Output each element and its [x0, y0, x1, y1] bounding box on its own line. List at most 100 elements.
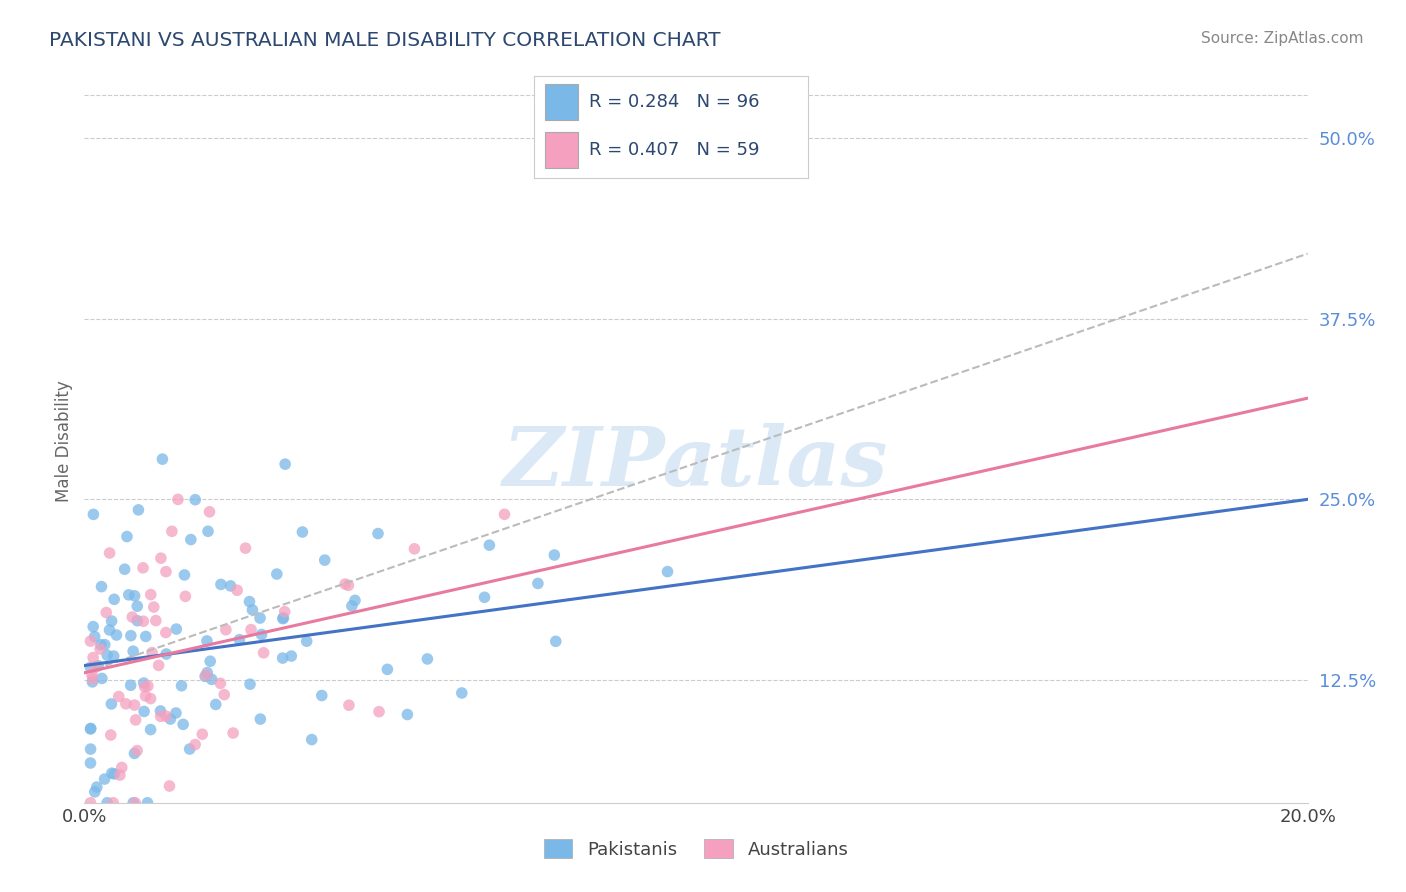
Point: [98, 546, 121, 560]
Point: [155, 709, 177, 723]
Point: [314, 553, 336, 567]
Point: [107, 690, 129, 704]
Point: [83, 785, 105, 799]
Point: [136, 679, 159, 693]
Point: [167, 492, 190, 507]
Point: [340, 599, 363, 613]
Point: [105, 628, 128, 642]
Point: [149, 704, 172, 718]
Text: Source: ZipAtlas.com: Source: ZipAtlas.com: [1201, 31, 1364, 46]
Point: [195, 634, 218, 648]
Point: [337, 698, 360, 713]
Point: [295, 634, 318, 648]
Point: [165, 622, 187, 636]
Point: [100, 728, 122, 742]
Point: [184, 738, 207, 752]
Point: [80, 722, 103, 736]
Point: [103, 592, 125, 607]
Point: [273, 605, 295, 619]
Point: [127, 744, 149, 758]
Point: [239, 677, 262, 691]
Legend: Pakistanis, Australians: Pakistanis, Australians: [536, 832, 856, 866]
Point: [478, 538, 501, 552]
Point: [250, 627, 273, 641]
Point: [149, 709, 172, 723]
Point: [200, 654, 222, 668]
Point: [115, 530, 138, 544]
Point: [124, 713, 146, 727]
Point: [124, 589, 146, 603]
Point: [242, 603, 264, 617]
Point: [90, 638, 112, 652]
Point: [170, 679, 193, 693]
Point: [222, 726, 245, 740]
Point: [139, 691, 162, 706]
Point: [301, 732, 323, 747]
Point: [195, 668, 218, 682]
Point: [396, 707, 419, 722]
Point: [195, 665, 218, 680]
Point: [90, 580, 112, 594]
Point: [197, 524, 219, 539]
Point: [118, 588, 141, 602]
Point: [79, 634, 101, 648]
Point: [114, 562, 136, 576]
Point: [101, 766, 124, 780]
Point: [209, 676, 232, 690]
Point: [159, 712, 181, 726]
Point: [103, 649, 125, 664]
Point: [82, 508, 104, 522]
Point: [121, 610, 143, 624]
Point: [204, 698, 226, 712]
Point: [201, 673, 224, 687]
Point: [252, 646, 274, 660]
Point: [191, 727, 214, 741]
Point: [139, 723, 162, 737]
Point: [249, 712, 271, 726]
Point: [209, 577, 232, 591]
Point: [159, 779, 181, 793]
Point: [215, 623, 238, 637]
Point: [139, 588, 162, 602]
Point: [101, 796, 124, 810]
Point: [155, 647, 177, 661]
Point: [87, 658, 110, 673]
Point: [527, 576, 550, 591]
Point: [93, 772, 115, 786]
Point: [132, 705, 155, 719]
Point: [135, 629, 157, 643]
Point: [79, 742, 101, 756]
Point: [271, 612, 294, 626]
Point: [194, 669, 217, 683]
Point: [249, 611, 271, 625]
Point: [228, 632, 250, 647]
Point: [89, 642, 111, 657]
Point: [124, 698, 146, 712]
Text: PAKISTANI VS AUSTRALIAN MALE DISABILITY CORRELATION CHART: PAKISTANI VS AUSTRALIAN MALE DISABILITY …: [49, 31, 721, 50]
Point: [179, 742, 201, 756]
Point: [474, 591, 496, 605]
Point: [145, 614, 167, 628]
Bar: [546, 84, 578, 120]
Point: [271, 651, 294, 665]
Point: [367, 526, 389, 541]
Text: R = 0.284   N = 96: R = 0.284 N = 96: [589, 93, 759, 111]
Point: [115, 697, 138, 711]
Point: [120, 678, 142, 692]
Point: [96, 606, 118, 620]
Point: [311, 689, 333, 703]
Bar: [546, 132, 578, 168]
Point: [111, 760, 134, 774]
Point: [240, 623, 263, 637]
Point: [184, 492, 207, 507]
Point: [343, 593, 366, 607]
Point: [226, 583, 249, 598]
Point: [291, 524, 314, 539]
Point: [122, 796, 145, 810]
Point: [494, 508, 516, 522]
Point: [80, 667, 103, 681]
Point: [333, 577, 356, 591]
Point: [120, 629, 142, 643]
Point: [142, 600, 165, 615]
Point: [165, 706, 187, 720]
